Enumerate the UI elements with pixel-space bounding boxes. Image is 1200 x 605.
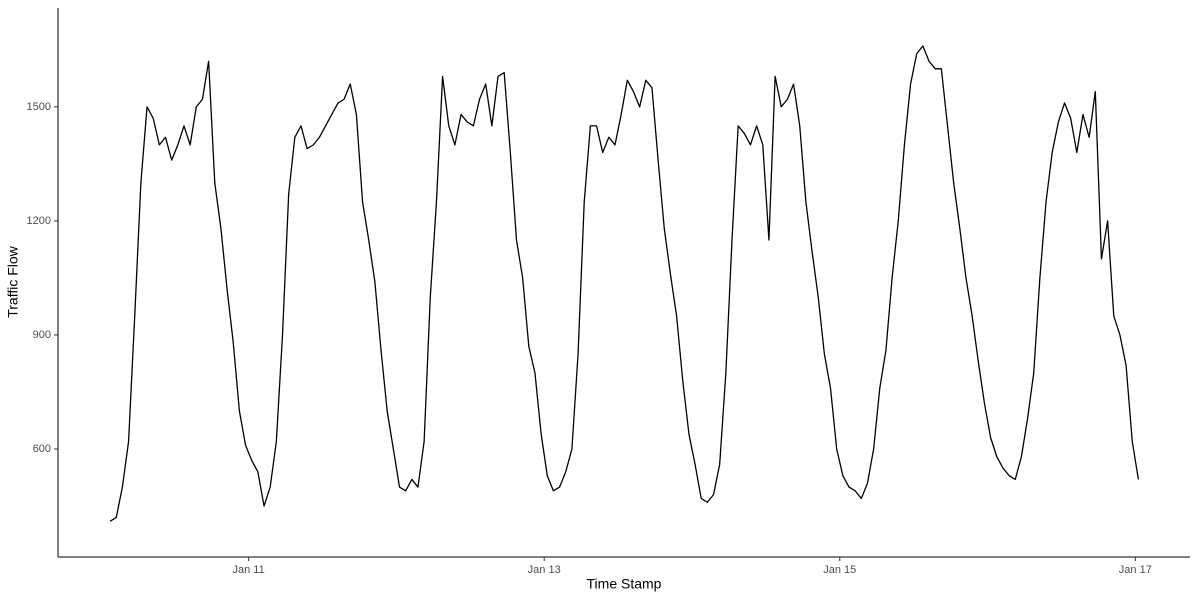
x-tick-label: Jan 13 <box>528 564 561 576</box>
y-tick-label: 1500 <box>27 101 51 113</box>
data-line <box>109 45 1140 522</box>
x-tick-label: Jan 15 <box>823 564 856 576</box>
x-axis-title: Time Stamp <box>587 576 662 592</box>
y-tick-label: 600 <box>33 443 51 455</box>
x-tick-label: Jan 17 <box>1119 564 1152 576</box>
y-axis-title: Traffic Flow <box>5 245 21 317</box>
y-tick-label: 1200 <box>27 215 51 227</box>
y-tick-label: 900 <box>33 329 51 341</box>
x-tick-label: Jan 11 <box>233 564 265 576</box>
